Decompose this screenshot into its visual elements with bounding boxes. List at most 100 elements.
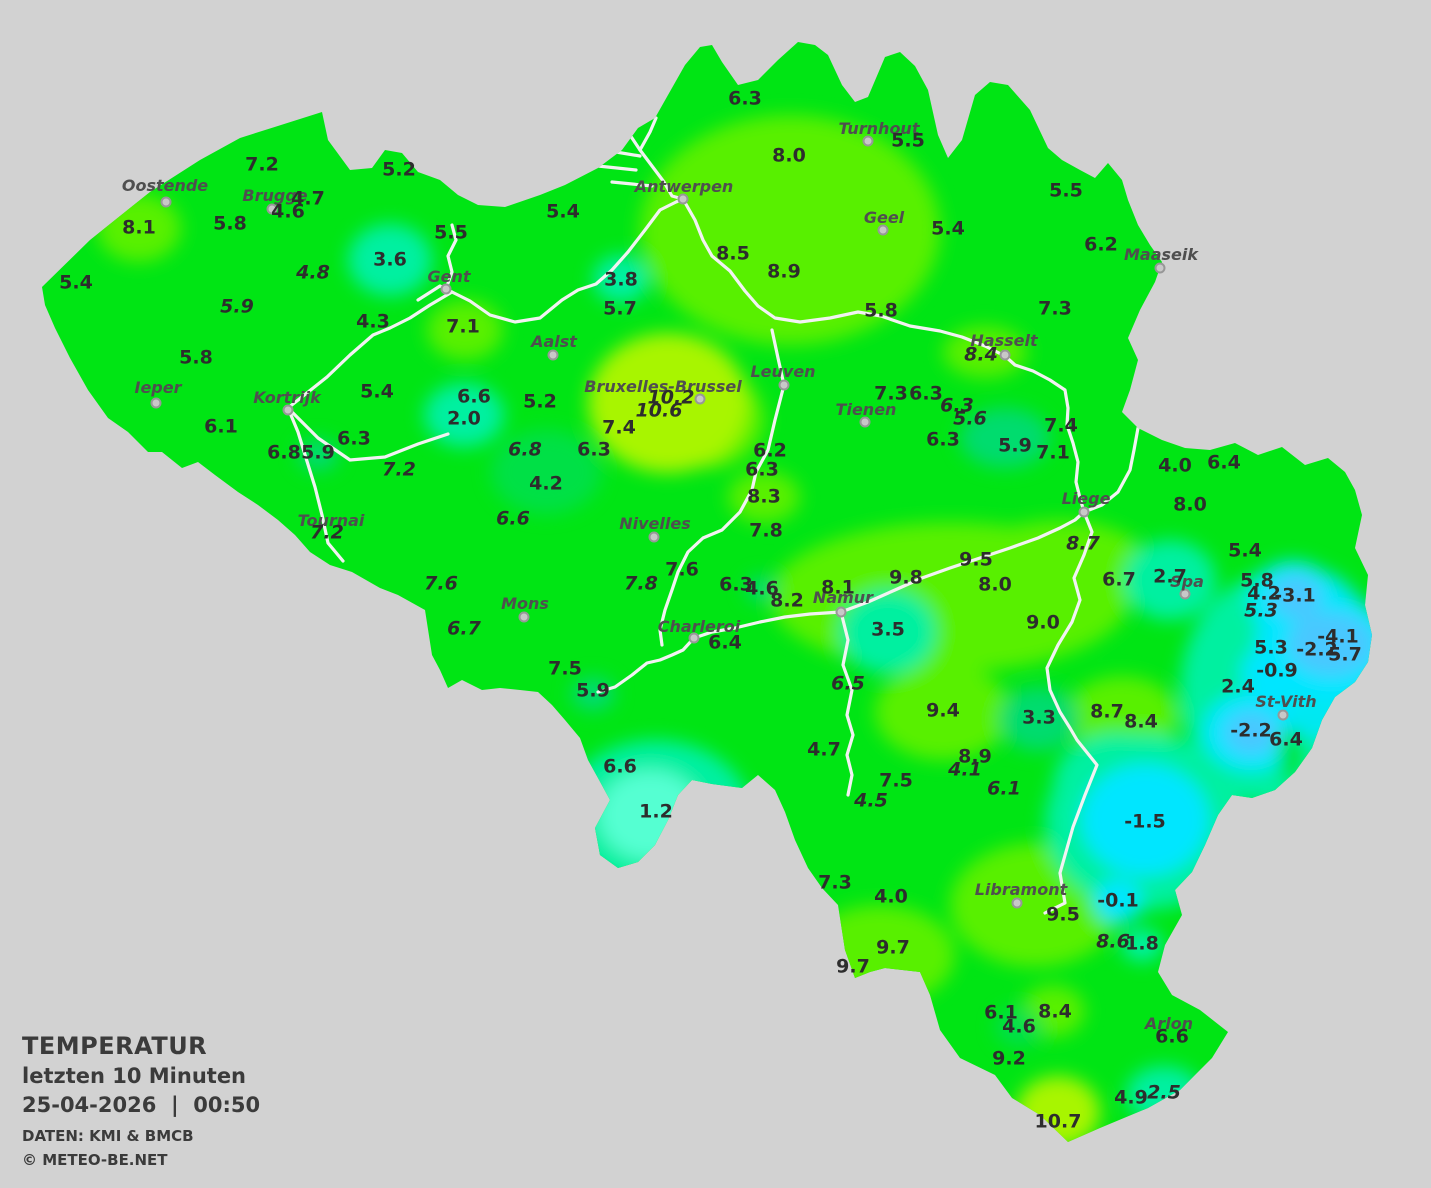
temperature-value-label: 2.5 <box>1147 1081 1181 1104</box>
city-dot <box>999 349 1011 361</box>
city-label: Leuven <box>750 362 816 381</box>
temperature-value-label: 10.7 <box>1034 1110 1082 1133</box>
city-label: Libramont <box>974 880 1068 899</box>
city-dot <box>835 606 847 618</box>
temperature-value-label: 9.5 <box>1046 903 1080 926</box>
temperature-value-label: 7.4 <box>1044 414 1078 437</box>
city-label: Bruxelles-Brussel <box>584 377 742 396</box>
city-dot <box>518 611 530 623</box>
temperature-value-label: 4.0 <box>1158 454 1192 477</box>
temperature-value-label: 7.5 <box>879 769 913 792</box>
temperature-value-label: 8.0 <box>772 144 806 167</box>
copyright-label: © METEO-BE.NET <box>22 1151 168 1169</box>
temperature-value-label: 6.8 <box>508 438 542 461</box>
temperature-value-label: 5.8 <box>1240 569 1274 592</box>
temperature-value-label: 5.8 <box>213 212 247 235</box>
temperature-color-blobs <box>97 115 1372 1142</box>
temperature-value-label: 2.4 <box>1221 675 1255 698</box>
city-label: Turnhout <box>838 119 920 138</box>
city-dot <box>440 283 452 295</box>
temperature-value-label: 3.3 <box>1022 706 1056 729</box>
temperature-value-label: 6.3 <box>577 438 611 461</box>
temperature-value-label: 4.3 <box>356 310 390 333</box>
temperature-value-label: 8.5 <box>716 242 750 265</box>
city-dot <box>877 224 889 236</box>
temperature-value-label: 8.2 <box>770 589 804 612</box>
temperature-value-label: 5.5 <box>1049 179 1083 202</box>
temperature-value-label: 5.3 <box>1254 636 1288 659</box>
temperature-value-label: 6.6 <box>1155 1025 1189 1048</box>
temperature-value-label: 7.6 <box>665 558 699 581</box>
temperature-value-label: 7.5 <box>548 657 582 680</box>
city-dot <box>694 393 706 405</box>
city-label: Tienen <box>835 400 897 419</box>
temperature-value-label: 5.9 <box>576 679 610 702</box>
temperature-value-label: 7.3 <box>818 871 852 894</box>
city-label: Geel <box>863 208 905 227</box>
temperature-value-label: 6.4 <box>708 631 742 654</box>
temperature-value-label: 6.6 <box>603 755 637 778</box>
city-label: Hasselt <box>970 331 1038 350</box>
city-dot <box>160 196 172 208</box>
temperature-value-label: 6.8 <box>267 441 301 464</box>
temperature-value-label: 4.6 <box>271 200 305 223</box>
temperature-value-label: 9.7 <box>876 936 910 959</box>
city-label: Aalst <box>531 332 577 351</box>
temperature-value-label: 7.2 <box>245 153 279 176</box>
temperature-value-label: 4.1 <box>948 758 982 781</box>
temperature-value-label: 6.3 <box>926 428 960 451</box>
temperature-value-label: -2.2 <box>1296 638 1338 661</box>
city-dot <box>547 349 559 361</box>
city-label: St-Vith <box>1255 692 1317 711</box>
city-dot <box>266 203 278 215</box>
temperature-value-label: -0.9 <box>1256 659 1298 682</box>
temperature-value-label: 9.0 <box>1026 611 1060 634</box>
temperature-value-label: 3.8 <box>604 268 638 291</box>
temperature-value-label: 5.8 <box>864 299 898 322</box>
city-label: Antwerpen <box>634 177 734 196</box>
city-dot <box>648 531 660 543</box>
temperature-value-label: 5.7 <box>603 297 637 320</box>
temperature-value-label: 8.4 <box>964 343 998 366</box>
data-source-label: DATEN: KMI & BMCB <box>22 1127 194 1145</box>
temperature-value-label: 6.2 <box>1084 233 1118 256</box>
temperature-value-label: 7.8 <box>624 572 658 595</box>
city-label: Gent <box>427 267 471 286</box>
temperature-value-label: 6.1 <box>984 1001 1018 1024</box>
temperature-value-label: 5.9 <box>998 434 1032 457</box>
temperature-value-label: -4.1 <box>1317 625 1359 648</box>
city-label: Nivelles <box>619 514 691 533</box>
temperature-value-label: 6.1 <box>204 415 238 438</box>
temperature-value-label: 5.4 <box>360 380 394 403</box>
temperature-value-label: 7.6 <box>424 572 458 595</box>
city-dot <box>859 416 871 428</box>
city-label: Liege <box>1061 489 1111 508</box>
city-label: Maaseik <box>1123 245 1199 264</box>
temperature-value-label: 5.2 <box>382 158 416 181</box>
temperature-value-label: 8.3 <box>747 485 781 508</box>
temperature-value-label: 4.8 <box>296 261 330 284</box>
temperature-value-label: 4.7 <box>291 187 325 210</box>
temperature-value-label: 8.9 <box>767 260 801 283</box>
temperature-value-label: 5.9 <box>220 295 254 318</box>
temperature-value-label: 6.1 <box>987 777 1021 800</box>
city-dot <box>677 193 689 205</box>
temperature-value-label: 7.8 <box>749 519 783 542</box>
temperature-value-label: 7.2 <box>382 458 416 481</box>
temperature-value-label: 8.6 <box>1096 930 1130 953</box>
temperature-value-label: 5.5 <box>891 129 925 152</box>
temperature-value-label: 8.7 <box>1090 700 1124 723</box>
temperature-value-label: 9.7 <box>836 955 870 978</box>
temperature-value-label: 9.5 <box>959 548 993 571</box>
temperature-value-label: 7.3 <box>874 382 908 405</box>
temperature-value-label: 8.4 <box>1124 710 1158 733</box>
temperature-value-label: 4.6 <box>1002 1015 1036 1038</box>
temperature-value-label: -1.5 <box>1124 810 1166 833</box>
temperature-value-label: 6.3 <box>909 382 943 405</box>
temperature-value-label: 8.0 <box>1173 493 1207 516</box>
temperature-value-label: 10.6 <box>635 399 683 422</box>
city-label: Kortrijk <box>253 388 321 407</box>
city-label: Namur <box>812 588 874 607</box>
temperature-value-label: 4.2 <box>1247 582 1281 605</box>
